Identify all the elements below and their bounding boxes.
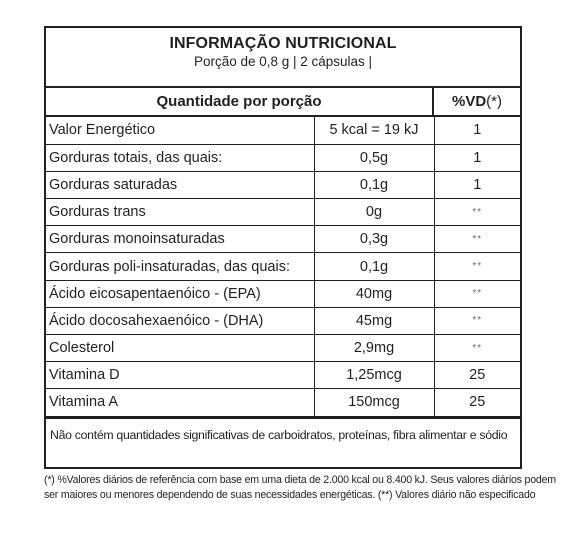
nutrient-vd: ** xyxy=(433,306,520,336)
footnote-line-2: ser maiores ou menores dependendo de sua… xyxy=(44,489,536,501)
nutrition-header: INFORMAÇÃO NUTRICIONAL Porção de 0,8 g |… xyxy=(46,28,520,88)
nutrient-vd: ** xyxy=(433,198,520,227)
nutrient-vd: 25 xyxy=(433,361,520,390)
nutrient-vd: ** xyxy=(433,333,520,363)
nutrient-name: Ácido docosahexaenóico - (DHA) xyxy=(46,306,315,336)
nutrient-vd: 1 xyxy=(433,170,520,200)
footnote-line-1: (*) %Valores diários de referência com b… xyxy=(44,474,556,486)
nutrient-row: Gorduras saturadas 0,1g 1 xyxy=(46,170,520,200)
nutrient-name: Ácido eicosapentaenóico - (EPA) xyxy=(46,279,315,308)
nutrition-title: INFORMAÇÃO NUTRICIONAL xyxy=(169,35,397,52)
nutrient-row: Vitamina D 1,25mcg 25 xyxy=(46,361,520,390)
vd-column-header: %VD(*) xyxy=(434,93,520,110)
nutrient-name: Valor Energético xyxy=(46,117,315,145)
not-significant-note: Não contém quantidades significativas de… xyxy=(46,416,520,451)
nutrient-amount: 0,1g xyxy=(313,252,435,281)
nutrient-name: Colesterol xyxy=(46,333,315,363)
nutrient-row: Gorduras monoinsaturadas 0,3g ** xyxy=(46,225,520,254)
nutrient-row: Valor Energético 5 kcal = 19 kJ 1 xyxy=(46,117,520,145)
nutrient-name: Gorduras monoinsaturadas xyxy=(46,225,315,254)
nutrient-row: Vitamina A 150mcg 25 xyxy=(46,388,520,417)
nutrient-name: Gorduras totais, das quais: xyxy=(46,143,315,172)
nutrient-amount: 0,5g xyxy=(313,143,435,172)
nutrient-vd: 1 xyxy=(433,117,520,145)
footnote: (*) %Valores diários de referência com b… xyxy=(44,473,556,503)
nutrient-vd: 1 xyxy=(433,143,520,172)
nutrient-vd: ** xyxy=(433,279,520,308)
vd-suffix: (*) xyxy=(486,93,502,110)
nutrient-name: Vitamina A xyxy=(46,388,315,417)
nutrient-row: Ácido docosahexaenóico - (DHA) 45mg ** xyxy=(46,306,520,336)
nutrition-facts-panel: INFORMAÇÃO NUTRICIONAL Porção de 0,8 g |… xyxy=(44,26,522,469)
nutrient-row: Colesterol 2,9mg ** xyxy=(46,333,520,363)
nutrient-amount: 45mg xyxy=(313,306,435,336)
nutrient-amount: 5 kcal = 19 kJ xyxy=(313,117,435,145)
nutrient-row: Ácido eicosapentaenóico - (EPA) 40mg ** xyxy=(46,279,520,308)
portion-size: Porção de 0,8 g | 2 cápsulas | xyxy=(193,54,373,69)
vd-label: %VD xyxy=(451,93,487,110)
nutrient-row: Gorduras trans 0g ** xyxy=(46,198,520,227)
nutrient-amount: 2,9mg xyxy=(313,333,435,363)
nutrient-name: Gorduras trans xyxy=(46,198,315,227)
nutrient-amount: 0,1g xyxy=(313,170,435,200)
nutrient-name: Gorduras poli-insaturadas, das quais: xyxy=(46,252,315,281)
nutrient-row: Gorduras poli-insaturadas, das quais: 0,1… xyxy=(46,252,520,281)
nutrient-amount: 1,25mcg xyxy=(313,361,435,390)
nutrient-table: Valor Energético 5 kcal = 19 kJ 1 Gorduras … xyxy=(46,117,520,417)
nutrient-vd: 25 xyxy=(433,388,520,417)
nutrient-vd: ** xyxy=(433,252,520,281)
nutrient-vd: ** xyxy=(433,225,520,254)
nutrient-amount: 150mcg xyxy=(313,388,435,417)
nutrient-name: Vitamina D xyxy=(46,361,315,390)
nutrient-amount: 0g xyxy=(313,198,435,227)
column-header-row: Quantidade por porção %VD(*) xyxy=(46,88,520,117)
nutrient-row: Gorduras totais, das quais: 0,5g 1 xyxy=(46,143,520,172)
nutrient-name: Gorduras saturadas xyxy=(46,170,315,200)
nutrient-amount: 0,3g xyxy=(313,225,435,254)
nutrient-amount: 40mg xyxy=(313,279,435,308)
quantity-column-header: Quantidade por porção xyxy=(46,88,434,115)
